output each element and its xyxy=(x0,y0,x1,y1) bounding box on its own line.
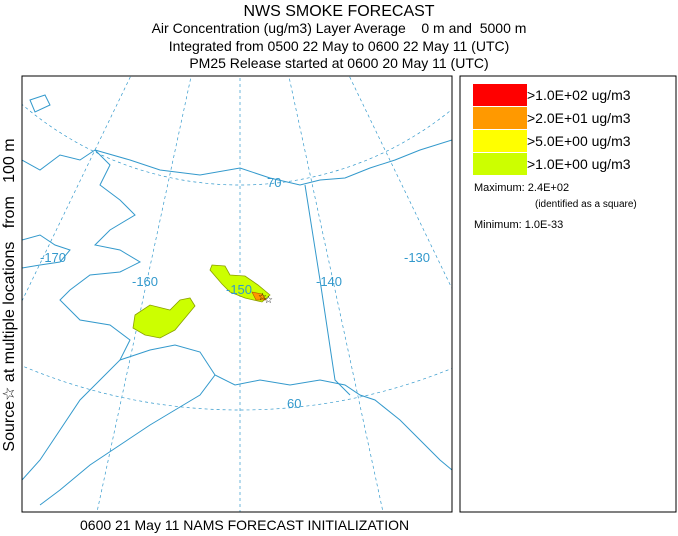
coastline xyxy=(22,234,71,269)
smoke-plume-core xyxy=(251,291,267,301)
coastline xyxy=(94,139,452,186)
legend-label: >1.0E+00 ug/m3 xyxy=(527,156,631,172)
maximum: Maximum: 2.4E+02 xyxy=(474,182,569,194)
legend-frame xyxy=(459,75,677,513)
map-label: -150 xyxy=(226,282,252,297)
legend-label: >5.0E+00 ug/m3 xyxy=(527,133,631,149)
minimum: Minimum: 1.0E-33 xyxy=(474,219,563,231)
map: ☆ ☆ xyxy=(22,76,452,512)
subtitle: PM25 Release started at 0600 20 May 11 (… xyxy=(189,55,488,71)
meridian xyxy=(288,76,384,512)
graticule xyxy=(22,76,452,512)
meridian xyxy=(22,76,132,302)
maximum-note: (identified as a square) xyxy=(535,199,637,210)
border xyxy=(304,184,351,396)
map-label: 60 xyxy=(287,396,301,411)
meridian xyxy=(348,76,452,290)
title: NWS SMOKE FORECAST xyxy=(243,3,434,20)
map-label: 70 xyxy=(267,175,281,190)
legend-swatch xyxy=(473,107,527,129)
subtitle: Air Concentration (ug/m3) Layer Average … xyxy=(152,20,527,36)
coastline xyxy=(39,374,216,506)
coastline xyxy=(22,149,142,481)
legend-label: >1.0E+02 ug/m3 xyxy=(527,87,631,103)
legend-swatch xyxy=(473,84,527,106)
map-label: -130 xyxy=(404,250,430,265)
coastline xyxy=(119,344,452,471)
footer: 0600 21 May 11 NAMS FORECAST INITIALIZAT… xyxy=(80,517,409,533)
subtitle: Integrated from 0500 22 May to 0600 22 M… xyxy=(169,38,510,54)
source-star: ☆ xyxy=(258,292,267,303)
map-frame xyxy=(21,75,453,513)
map-label: -140 xyxy=(316,274,342,289)
source-star: ☆ xyxy=(264,295,273,306)
source-label: Source☆ at multiple locations from 100 m xyxy=(1,138,18,451)
meridian xyxy=(96,76,192,512)
legend-label: >2.0E+01 ug/m3 xyxy=(527,110,631,126)
smoke-plume xyxy=(132,297,196,339)
legend-swatch xyxy=(473,130,527,152)
map-label: -170 xyxy=(40,250,66,265)
map-label: -160 xyxy=(132,274,158,289)
coastline xyxy=(29,94,51,113)
legend-swatch xyxy=(473,153,527,175)
